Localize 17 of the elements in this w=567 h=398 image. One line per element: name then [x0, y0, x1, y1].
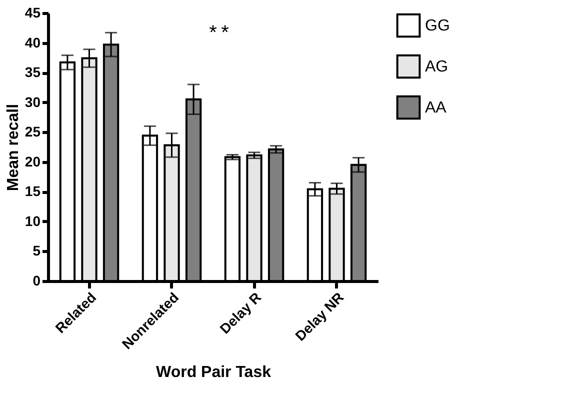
annotation: * [209, 22, 218, 44]
y-tick-label: 15 [24, 183, 41, 200]
y-tick-label: 40 [24, 34, 41, 50]
x-axis-title: Word Pair Task [156, 364, 272, 382]
legend-label: GG [425, 18, 450, 34]
y-tick-label: 35 [24, 64, 41, 80]
y-axis-title: Mean recall [4, 104, 22, 192]
y-tick-label: 25 [24, 124, 41, 140]
annotation: * [221, 22, 230, 44]
y-tick-label: 10 [24, 212, 41, 229]
y-tick-label: 45 [24, 4, 41, 20]
y-tick-label: 5 [32, 242, 41, 259]
y-tick-label: 30 [24, 94, 41, 110]
legend-label: AG [425, 58, 448, 76]
legend-label: AA [425, 100, 447, 116]
y-tick-label: 0 [32, 272, 41, 288]
y-tick-label: 20 [24, 153, 41, 170]
